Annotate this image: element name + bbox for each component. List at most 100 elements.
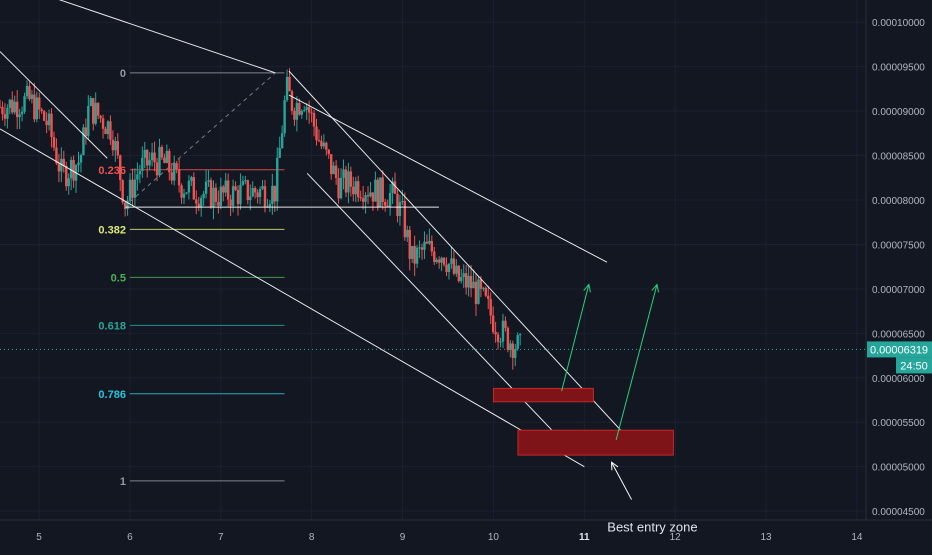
trendline[interactable] [288, 94, 608, 263]
candle-body [312, 113, 316, 127]
candle-body [204, 181, 208, 194]
candle-body [121, 180, 124, 203]
candle-body [131, 179, 134, 198]
candle-body [82, 127, 85, 156]
time-tick-label: 7 [218, 532, 224, 543]
candle-body [60, 158, 63, 172]
candle-body [219, 186, 223, 206]
candle-body [15, 101, 19, 118]
candle-body [455, 265, 458, 274]
entry-zone-rect[interactable] [517, 429, 674, 456]
arrow-head-icon [611, 461, 619, 471]
candle-body [177, 169, 181, 186]
candle-body [106, 121, 110, 135]
candle-body [180, 185, 183, 198]
candle-body [226, 180, 230, 200]
candle-body [403, 201, 407, 238]
time-axis[interactable]: 5 6 7 8 9 10 11 12 13 14 [0, 519, 932, 543]
candle-body [347, 171, 350, 193]
trendline[interactable] [0, 128, 585, 468]
candle-body [268, 203, 272, 207]
trendline[interactable] [21, 0, 276, 74]
grid [0, 0, 866, 520]
candle-body [199, 198, 203, 208]
candle-body [371, 192, 375, 202]
candle-body [6, 107, 9, 119]
candle-body [148, 160, 151, 166]
time-tick-label: 11 [579, 532, 590, 543]
candle-body [214, 187, 218, 202]
candle-body [241, 181, 245, 185]
candle-body [192, 177, 196, 200]
candle-body [288, 76, 291, 92]
time-tick-label: 12 [670, 532, 682, 543]
candle-body [42, 111, 46, 121]
candle-body [354, 181, 357, 195]
candle-body [361, 198, 365, 202]
price-axis[interactable]: 0.00010000 0.00009500 0.00009000 0.00008500… [865, 0, 925, 520]
candle-body [123, 202, 127, 210]
candle-body [408, 229, 411, 259]
candle-body [337, 178, 340, 199]
candle-body [413, 245, 416, 264]
candle-body [352, 186, 355, 195]
candle-body [410, 245, 414, 259]
candle-body [158, 146, 161, 176]
candle-body [477, 279, 480, 304]
candle-body [393, 181, 397, 194]
candle-body [146, 149, 149, 166]
candle-body [482, 287, 485, 289]
fib-level-label: 1 [120, 476, 126, 488]
candle-body [357, 181, 360, 198]
current-price-badge [867, 341, 932, 358]
trendline[interactable] [288, 70, 631, 441]
time-tick-label: 10 [488, 532, 500, 543]
candle-body [114, 141, 117, 151]
candle-body [332, 165, 335, 175]
price-tick-label: 0.00005500 [872, 418, 925, 429]
trendline[interactable] [0, 51, 108, 159]
candle-body [295, 102, 299, 120]
candle-body [464, 273, 468, 288]
candle-body [511, 343, 514, 358]
time-tick-label: 13 [760, 532, 772, 543]
candle-body [236, 189, 240, 205]
candle-body [253, 187, 257, 193]
candle-body [160, 146, 164, 158]
candle-body [33, 94, 36, 120]
candle-body [13, 101, 16, 113]
candle-body [30, 94, 34, 100]
fib-level-label: 0.618 [98, 320, 126, 332]
candle-body [376, 179, 380, 208]
candle-body [310, 112, 313, 114]
candle-body [153, 152, 156, 163]
candle-body [28, 85, 31, 100]
arrows[interactable] [561, 283, 660, 500]
entry-zone-rect[interactable] [492, 387, 594, 403]
candle-body [141, 157, 144, 171]
candle-body [435, 259, 438, 263]
candle-body [187, 180, 191, 193]
candle-body [472, 281, 475, 289]
candle-body [150, 152, 154, 161]
countdown-label: 24:50 [900, 360, 928, 372]
candle-body [126, 200, 129, 210]
candle-body [437, 259, 441, 263]
candle-body [469, 275, 473, 289]
candle-body [445, 264, 448, 272]
candle-body [72, 159, 75, 181]
candle-body [104, 128, 107, 135]
candle-body [496, 334, 500, 342]
candle-body [342, 169, 345, 178]
candle-body [239, 184, 242, 205]
trendlines[interactable] [0, 0, 631, 468]
candle-body [391, 181, 394, 193]
candle-body [40, 109, 43, 112]
candle-body [447, 263, 451, 272]
entry-zones[interactable] [492, 387, 674, 456]
arrow-shaft [615, 284, 658, 441]
candle-body [119, 155, 122, 181]
candle-body [491, 315, 495, 333]
candle-body [229, 199, 232, 206]
